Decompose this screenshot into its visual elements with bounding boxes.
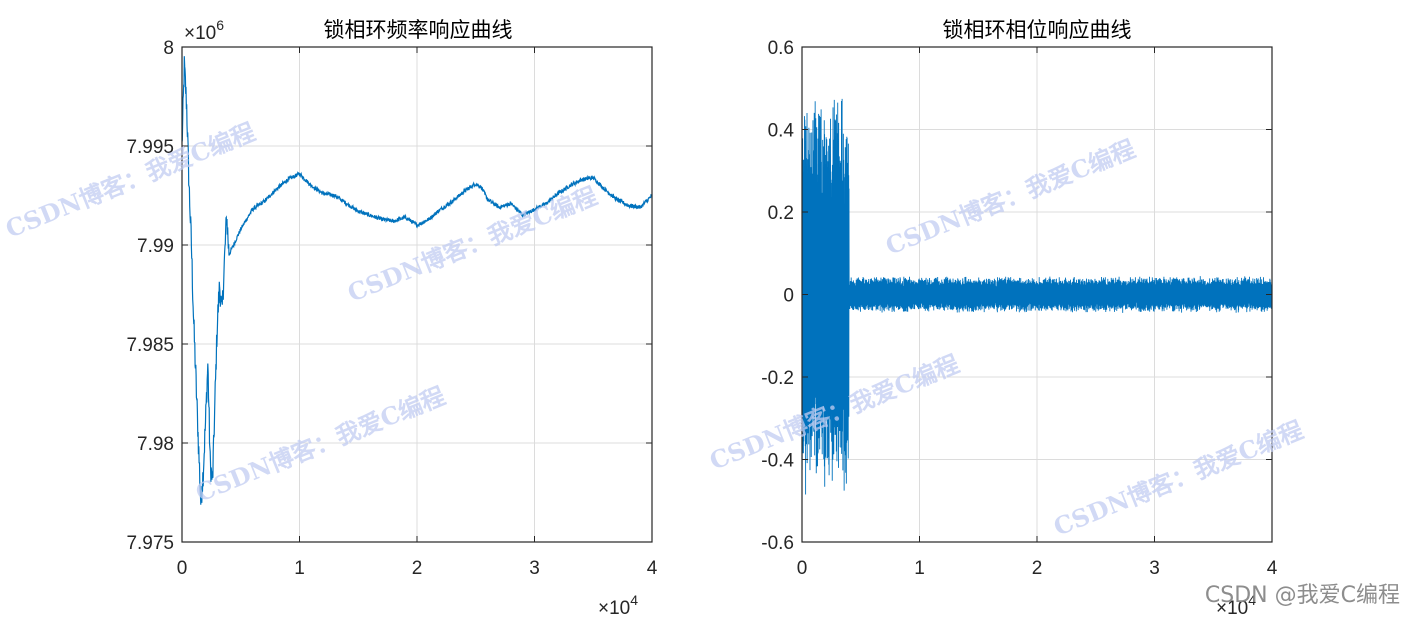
frequency-x-exponent-power: 4	[630, 592, 638, 608]
frequency-x-exponent: ×104	[598, 592, 638, 619]
frequency-y-exponent: ×106	[184, 17, 224, 44]
phase-chart-title: 锁相环相位响应曲线	[943, 18, 1132, 42]
frequency-response-axes: 0 1 2 3 4 7.975 7.98 7.985 7.99 7.995 8 锁相环频率响应曲线…	[126, 17, 657, 619]
phase-x-exponent: ×104	[1216, 592, 1256, 619]
y-tick-label: 0.6	[768, 38, 794, 59]
frequency-chart-title: 锁相环频率响应曲线	[324, 18, 513, 42]
phase-x-exponent-base: ×10	[1216, 598, 1248, 619]
frequency-y-ticks: 7.975 7.98 7.985 7.99 7.995 8	[126, 38, 652, 554]
x-tick-label: 3	[529, 558, 540, 579]
watermark-text: CSDN博客：我爱C编程	[881, 134, 1139, 261]
phase-series-line	[802, 98, 1272, 495]
y-tick-label: 7.99	[137, 236, 174, 257]
watermarks: CSDN博客：我爱C编程 CSDN博客：我爱C编程 CSDN博客：我爱C编程 C…	[1, 117, 1307, 542]
y-tick-label: 7.98	[137, 434, 174, 455]
frequency-x-exponent-base: ×10	[598, 598, 630, 619]
y-tick-label: 0.2	[768, 203, 794, 224]
x-tick-label: 2	[412, 558, 423, 579]
y-tick-label: 8	[163, 38, 174, 59]
frequency-y-exponent-base: ×10	[184, 23, 216, 44]
y-tick-label: -0.4	[761, 451, 794, 472]
x-tick-label: 1	[914, 558, 925, 579]
y-tick-label: -0.6	[761, 533, 794, 554]
frequency-series-line	[182, 56, 652, 505]
y-tick-label: -0.2	[761, 368, 794, 389]
watermark-text: CSDN博客：我爱C编程	[1, 117, 259, 244]
phase-y-ticks: -0.6 -0.4 -0.2 0 0.2 0.4 0.6	[761, 38, 1272, 554]
x-tick-label: 0	[797, 558, 808, 579]
x-tick-label: 4	[1267, 558, 1278, 579]
x-tick-label: 0	[177, 558, 188, 579]
watermark-text: CSDN博客：我爱C编程	[1049, 415, 1307, 542]
x-tick-label: 4	[647, 558, 658, 579]
y-tick-label: 7.985	[126, 335, 174, 356]
frequency-x-ticks: 0 1 2 3 4	[177, 47, 658, 579]
x-tick-label: 3	[1149, 558, 1160, 579]
watermark-text: CSDN博客：我爱C编程	[343, 181, 601, 308]
y-tick-label: 0	[783, 286, 794, 307]
phase-x-exponent-power: 4	[1248, 592, 1256, 608]
watermark-text: CSDN博客：我爱C编程	[191, 381, 449, 508]
x-tick-label: 1	[294, 558, 305, 579]
y-tick-label: 7.975	[126, 533, 174, 554]
phase-response-axes: 0 1 2 3 4 -0.6 -0.4 -0.2 0 0.2 0.4 0.6 锁相环相位响应曲线 ×…	[761, 18, 1277, 619]
footer-watermark: CSDN @我爱C编程	[1205, 583, 1400, 608]
phase-x-ticks: 0 1 2 3 4	[797, 47, 1278, 579]
y-tick-label: 7.995	[126, 137, 174, 158]
x-tick-label: 2	[1032, 558, 1043, 579]
y-tick-label: 0.4	[768, 121, 795, 142]
frequency-y-exponent-power: 6	[216, 17, 224, 33]
